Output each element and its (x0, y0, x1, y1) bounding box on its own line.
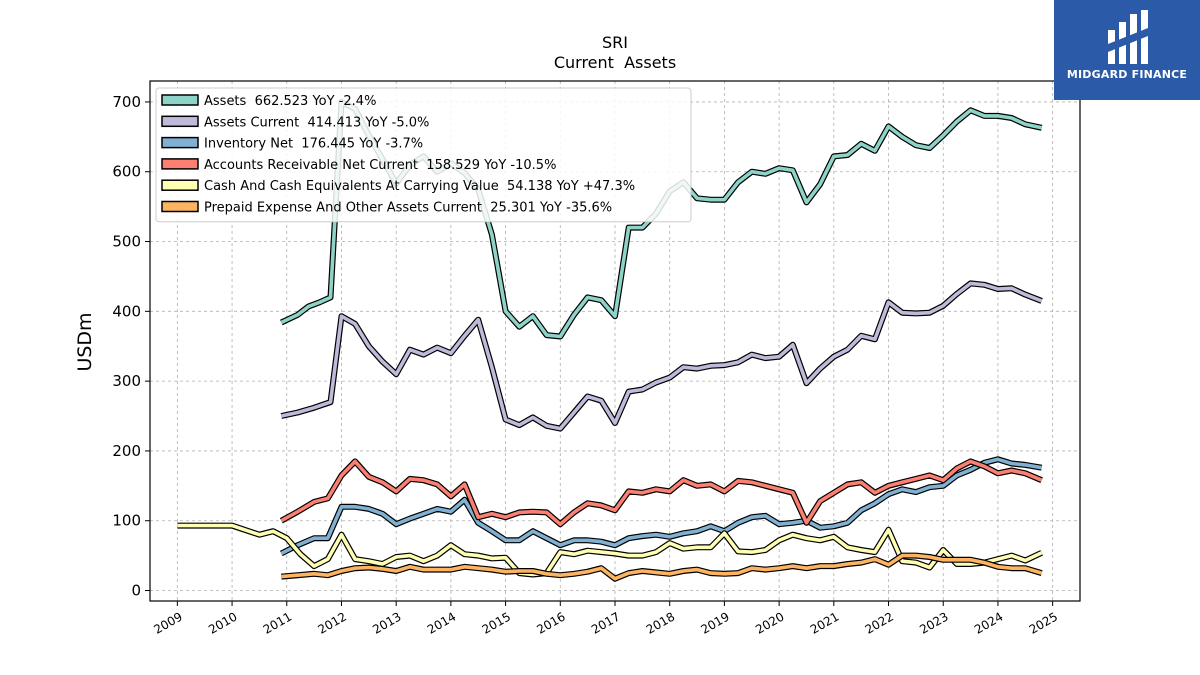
legend-swatch (161, 179, 199, 191)
x-tick-label: 2024 (972, 609, 1005, 636)
x-tick-label: 2010 (206, 609, 239, 636)
series-2 (279, 456, 1043, 557)
series-line-outline (280, 280, 1043, 432)
legend-swatch (161, 115, 199, 128)
legend-entry: Cash And Cash Equivalents At Carrying Va… (204, 179, 635, 194)
brand-logo: MIDGARD FINANCE (1054, 0, 1200, 100)
series-line (280, 281, 1043, 431)
y-tick-label: 0 (131, 582, 141, 600)
x-tick-label: 2025 (1027, 609, 1060, 636)
legend-entry: Assets 662.523 YoY -2.4% (204, 94, 376, 109)
x-tick-label: 2014 (425, 609, 458, 636)
y-tick-label: 200 (112, 442, 141, 460)
legend-entry: Prepaid Expense And Other Assets Current… (204, 201, 612, 216)
x-tick-label: 2013 (370, 609, 403, 636)
brand-mark-icon (1108, 10, 1148, 64)
legend-swatch (161, 94, 199, 106)
x-tick-label: 2011 (261, 609, 294, 636)
x-tick-label: 2019 (698, 609, 731, 636)
legend-box (155, 87, 692, 223)
brand-name: MIDGARD FINANCE (1066, 68, 1188, 81)
series-3 (279, 458, 1043, 528)
y-tick-label: 600 (112, 163, 141, 181)
legend: Assets 662.523 YoY -2.4% Assets Current 4… (155, 87, 692, 223)
series-line (280, 459, 1043, 527)
series-1 (280, 280, 1043, 432)
series-line-outline (177, 522, 1043, 578)
y-axis-label: USDm (74, 312, 96, 371)
series-4 (177, 522, 1043, 578)
y-tick-label: 700 (112, 93, 141, 111)
legend-entry: Inventory Net 176.445 YoY -3.7% (204, 137, 423, 152)
legend-swatch (161, 200, 199, 213)
x-tick-label: 2018 (644, 609, 677, 636)
chart-subtitle: Current Assets (554, 53, 676, 72)
y-tick-label: 100 (112, 512, 141, 530)
x-tick-label: 2015 (480, 609, 513, 636)
y-tick-label: 400 (112, 302, 141, 320)
x-tick-label: 2016 (534, 609, 567, 636)
x-tick-label: 2009 (151, 609, 184, 636)
x-tick-label: 2020 (753, 609, 786, 636)
x-tick-label: 2012 (316, 609, 349, 636)
series-line (177, 523, 1043, 577)
x-tick-label: 2022 (863, 609, 896, 636)
legend-swatch (161, 158, 199, 170)
chart-title: SRI (602, 33, 628, 52)
y-tick-label: 300 (112, 372, 141, 390)
series-5 (281, 552, 1043, 582)
x-tick-label: 2023 (917, 609, 950, 636)
x-tick-label: 2017 (589, 609, 622, 636)
x-tick-label: 2021 (808, 609, 841, 636)
y-tick-label: 500 (112, 233, 141, 251)
series-line (281, 553, 1043, 581)
legend-entry: Accounts Receivable Net Current 158.529 … (204, 158, 556, 173)
legend-entry: Assets Current 414.413 YoY -5.0% (204, 115, 429, 130)
series-line (280, 457, 1043, 556)
legend-swatch (161, 136, 199, 149)
